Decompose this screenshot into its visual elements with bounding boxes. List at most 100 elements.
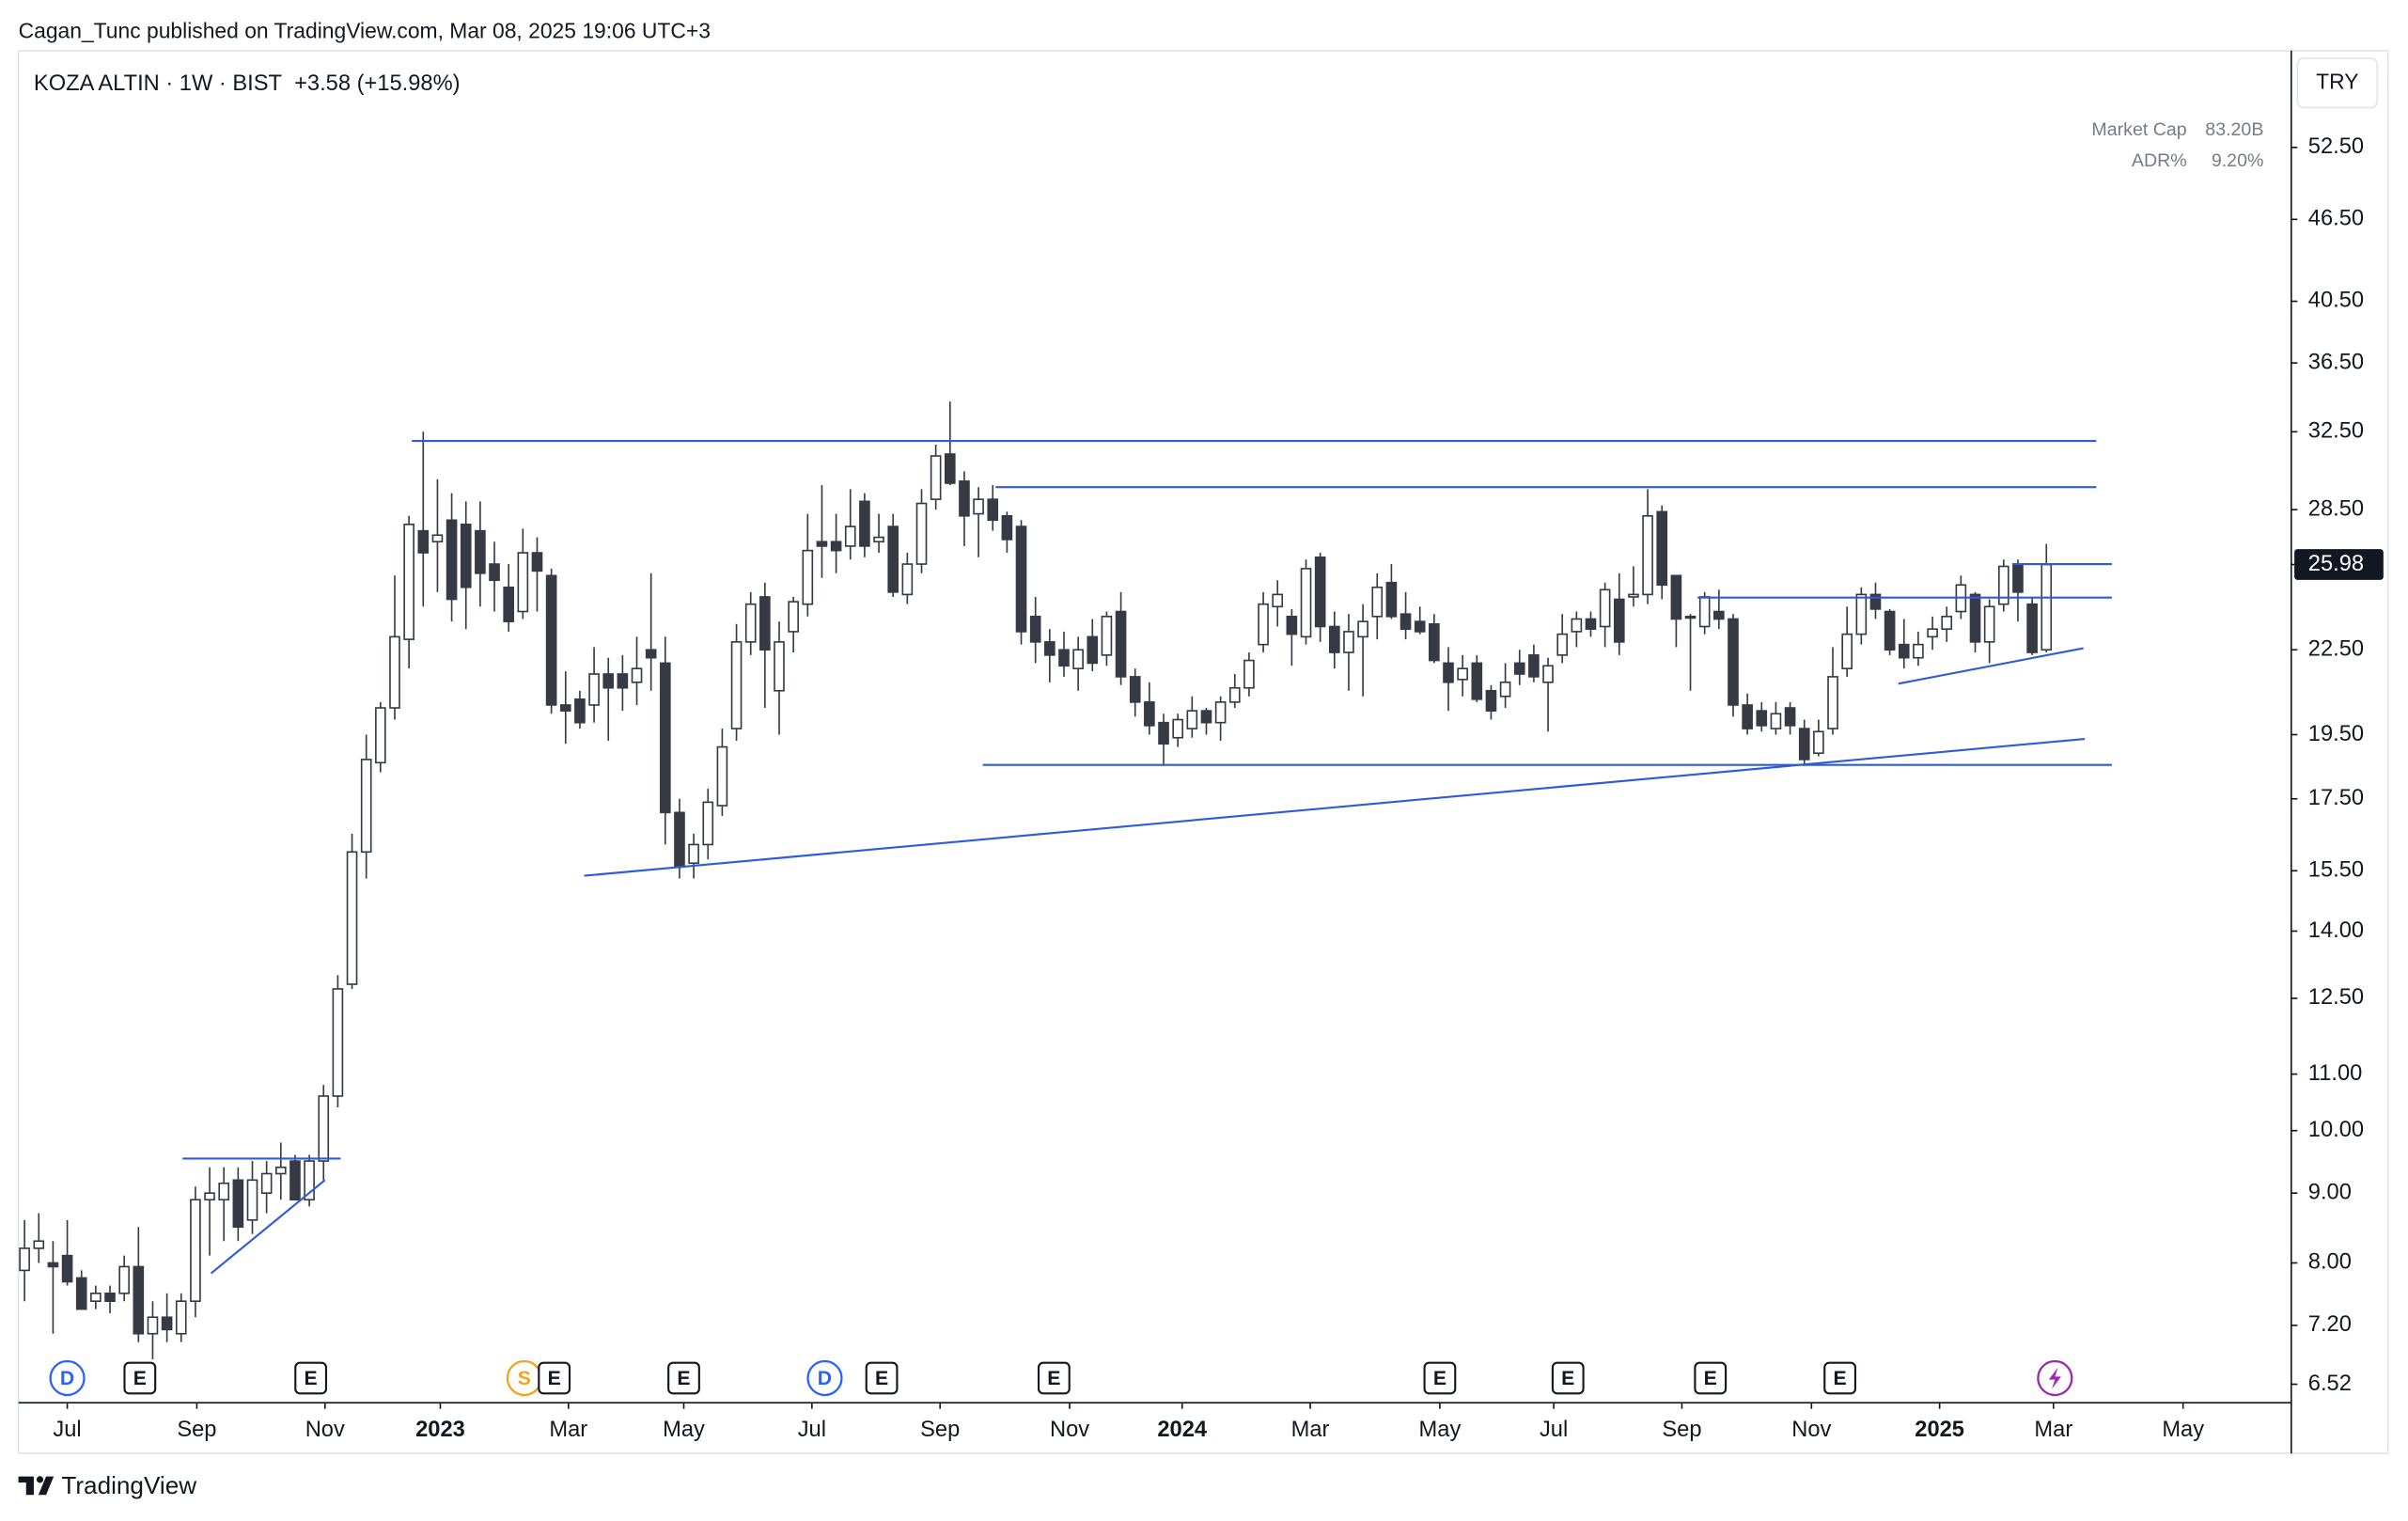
event-label: E [677, 1367, 690, 1389]
candle-body [61, 1254, 73, 1283]
candle-body [1272, 593, 1284, 608]
event-badge [294, 1361, 328, 1395]
event-label: E [548, 1367, 561, 1389]
candle-body [915, 502, 928, 565]
candle-body [161, 1316, 173, 1331]
currency[interactable]: TRY [2316, 69, 2358, 93]
y-tick-label: 15.50 [2308, 858, 2364, 883]
candle-body [788, 601, 799, 633]
candle-body [1471, 662, 1483, 700]
candle-body [944, 453, 956, 484]
candle-body [1542, 665, 1554, 683]
candle-body [332, 988, 344, 1097]
candle-body [75, 1277, 87, 1310]
candle-body [1385, 581, 1398, 618]
candle-body [2012, 563, 2024, 593]
candle-body [446, 519, 458, 601]
candle-body [1713, 610, 1725, 620]
event-label: E [1834, 1367, 1847, 1389]
candle-body [545, 574, 557, 706]
last-price-box [2294, 549, 2384, 580]
candle-body [1684, 615, 1697, 619]
candle-body [1499, 681, 1511, 698]
candle-body [959, 480, 970, 517]
candle-body [1813, 730, 1824, 755]
candle-body [2041, 563, 2053, 651]
candle-body [645, 649, 657, 659]
event-badge [1551, 1361, 1585, 1395]
x-tick-label: 2023 [415, 1418, 465, 1442]
candle-body [1742, 704, 1753, 729]
candle-body [1670, 574, 1682, 620]
candles [19, 401, 2053, 1359]
y-tick-label: 40.50 [2308, 289, 2364, 313]
candle-body [774, 641, 785, 692]
event-badge [806, 1359, 843, 1397]
candle-body [1329, 625, 1340, 653]
candle-body [1585, 618, 1597, 631]
event-marker: E [294, 1361, 328, 1395]
y-tick-label: 10.00 [2308, 1118, 2364, 1142]
candle-body [1599, 588, 1611, 628]
candle-body [204, 1192, 215, 1201]
event-label: E [1561, 1367, 1574, 1389]
candle-body [1784, 707, 1796, 727]
x-tick-label: Mar [1291, 1418, 1330, 1442]
candle-body [1371, 586, 1384, 618]
trendline [584, 737, 2086, 877]
candle-body [104, 1293, 116, 1302]
event-label: S [518, 1367, 531, 1389]
x-tick-label: Sep [920, 1418, 960, 1442]
candle-body [859, 500, 870, 547]
candle-body [531, 552, 543, 572]
x-tick-label: May [2162, 1418, 2204, 1442]
candle-body [1158, 721, 1169, 745]
candle-body [517, 552, 529, 613]
candle-body [33, 1240, 45, 1249]
x-tick-label: Mar [549, 1418, 587, 1442]
event-badge [865, 1361, 899, 1395]
currency-box[interactable] [2296, 57, 2379, 109]
candle-body [1728, 618, 1739, 706]
event-badge [49, 1359, 86, 1397]
candle-body [1343, 631, 1354, 653]
candle-body [588, 673, 600, 706]
last-price-label: 25.98 [2308, 552, 2364, 576]
candle-body [1628, 593, 1639, 598]
x-tick-label: May [663, 1418, 705, 1442]
candle-body [1756, 710, 1768, 727]
event-marker: E [538, 1361, 571, 1395]
candle-body [1528, 654, 1540, 678]
candle-body [617, 673, 629, 689]
candle-body [260, 1172, 273, 1194]
y-tick-label: 7.20 [2308, 1312, 2352, 1337]
candle-body [90, 1293, 102, 1302]
event-label: E [875, 1367, 888, 1389]
candle-body [1913, 643, 1924, 659]
candle-body [232, 1179, 244, 1229]
candle-body [1399, 613, 1412, 631]
candle-body [1087, 635, 1099, 665]
event-badge [1823, 1361, 1857, 1395]
candle-body [1186, 710, 1198, 729]
candle-body [389, 635, 400, 709]
x-tick-label: Sep [1662, 1418, 1701, 1442]
candle-body [901, 563, 914, 596]
event-label: E [305, 1367, 318, 1389]
candle-body [318, 1095, 330, 1162]
candle-body [1556, 633, 1569, 656]
candle-body [1485, 689, 1497, 712]
stat-name: ADR% [2132, 150, 2187, 171]
event-marker: E [1037, 1361, 1071, 1395]
candle-body [1314, 556, 1326, 628]
x-tick-label: 2024 [1157, 1418, 1208, 1442]
candle-body [1144, 701, 1155, 727]
candle-body [887, 525, 899, 593]
candle-body [1243, 659, 1255, 689]
candle-body [1642, 514, 1653, 596]
candle-body [759, 596, 771, 651]
price-change: +3.58 (+15.98%) [294, 71, 460, 96]
candle-body [1172, 718, 1183, 739]
y-tick-label: 22.50 [2308, 636, 2364, 661]
candle-body [274, 1166, 287, 1175]
